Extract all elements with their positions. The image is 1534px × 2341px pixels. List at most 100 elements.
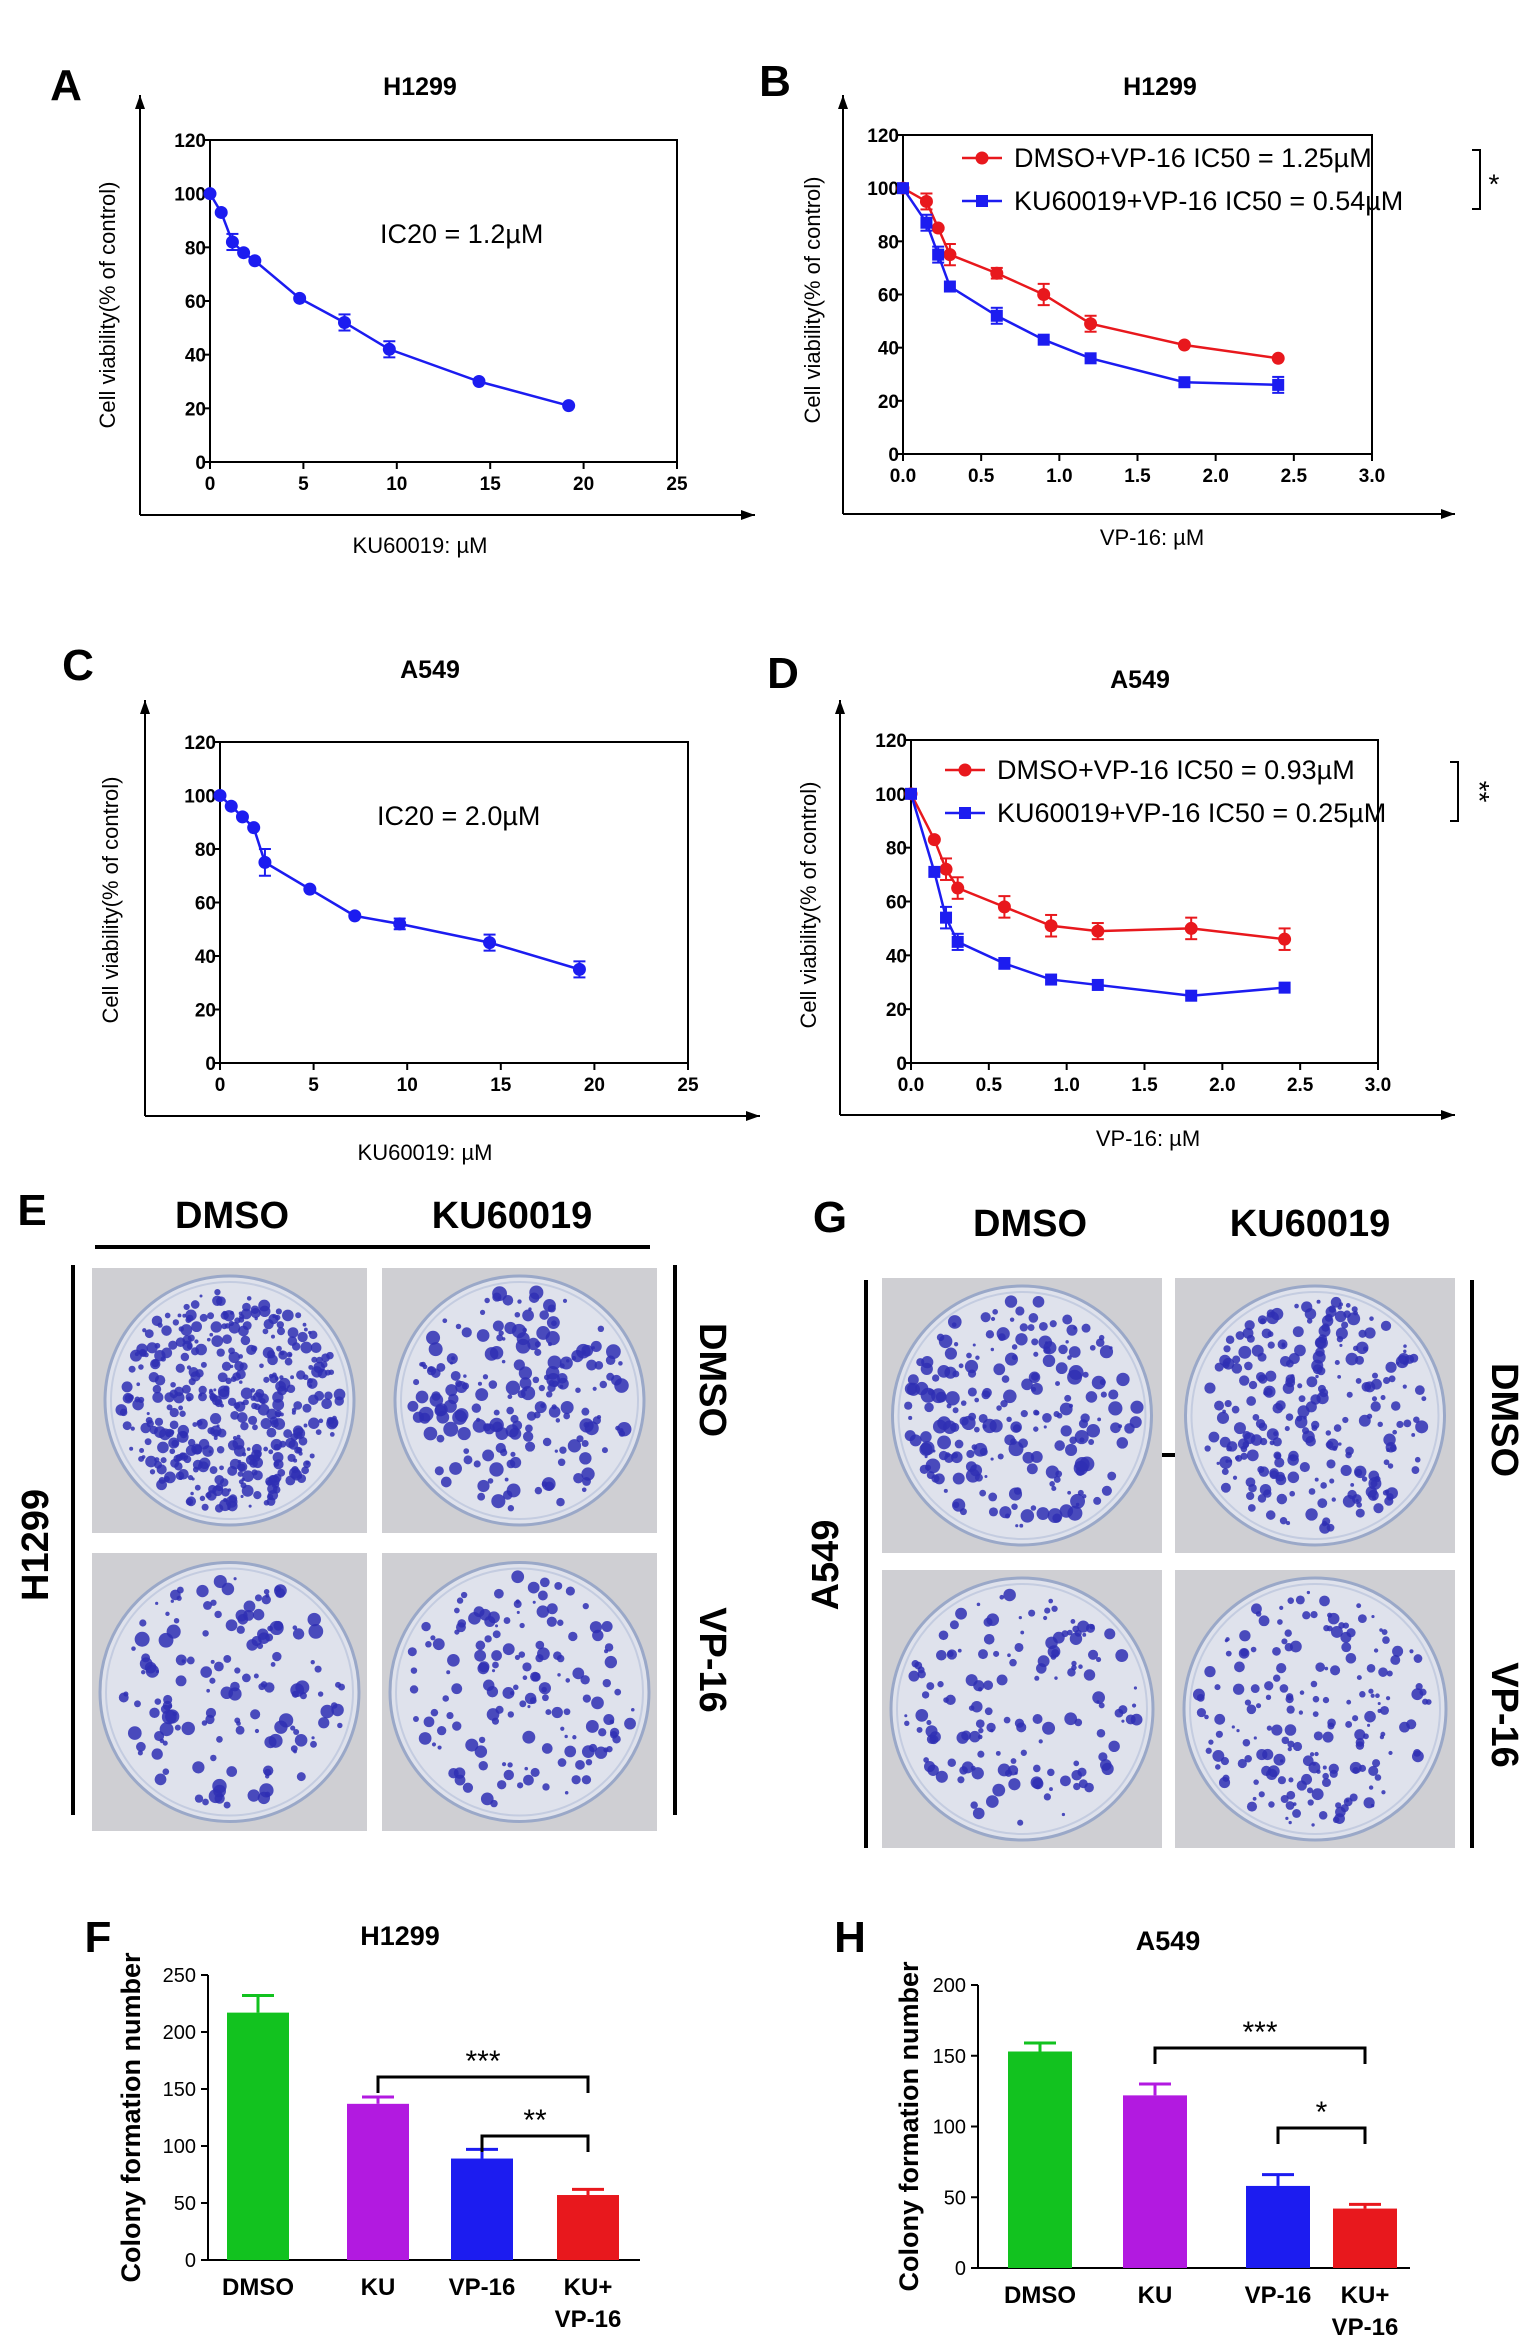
colony — [548, 1405, 561, 1418]
colony — [1267, 1341, 1275, 1349]
y-tick-label: 0 — [955, 2258, 966, 2280]
colony — [559, 1356, 573, 1370]
colony — [1311, 1788, 1324, 1801]
y-tick-label: 50 — [944, 2187, 966, 2209]
colony — [604, 1649, 609, 1654]
significance-label: * — [1316, 2096, 1328, 2129]
colony — [1021, 1378, 1033, 1391]
colony — [1030, 1505, 1037, 1511]
colony — [1028, 1371, 1041, 1384]
colony — [522, 1675, 528, 1681]
colony — [246, 1447, 251, 1452]
colony — [518, 1651, 526, 1658]
colony — [1356, 1603, 1362, 1609]
colony — [1034, 1675, 1040, 1681]
colony — [1015, 1306, 1025, 1316]
x-tick-label: 10 — [397, 1075, 418, 1096]
colony — [990, 1457, 994, 1461]
colony — [527, 1337, 540, 1351]
colony — [206, 1337, 211, 1342]
colony — [173, 1617, 180, 1624]
colony — [993, 1650, 1000, 1657]
colony — [1032, 1714, 1043, 1724]
x-tick-label: 1.0 — [1053, 1075, 1079, 1096]
colony — [1371, 1495, 1377, 1501]
colony — [221, 1488, 230, 1497]
panel-letter-F: F — [85, 1913, 112, 1962]
colony — [308, 1330, 318, 1340]
colony — [1215, 1730, 1223, 1738]
colony — [535, 1640, 545, 1650]
colony — [1341, 1321, 1349, 1329]
colony — [309, 1453, 315, 1459]
colony — [977, 1750, 985, 1758]
colony — [926, 1682, 935, 1691]
colony — [213, 1436, 218, 1440]
colony — [1279, 1684, 1289, 1693]
colony — [473, 1606, 485, 1618]
colony — [159, 1722, 174, 1737]
colony — [199, 1495, 206, 1502]
colony — [564, 1734, 568, 1739]
colony — [270, 1334, 276, 1339]
colony — [270, 1419, 279, 1428]
colony — [1389, 1444, 1397, 1452]
colony — [1411, 1466, 1420, 1474]
colony — [936, 1333, 945, 1342]
colony — [1358, 1414, 1371, 1427]
colony — [956, 1731, 969, 1744]
colony — [186, 1656, 195, 1665]
colony — [1204, 1665, 1216, 1678]
colony — [1251, 1344, 1264, 1357]
colony — [1019, 1323, 1028, 1332]
colony — [152, 1391, 164, 1403]
colony — [276, 1321, 284, 1329]
colony — [1082, 1632, 1087, 1637]
colony — [221, 1361, 232, 1371]
colony — [286, 1351, 293, 1358]
colony — [554, 1581, 563, 1590]
colony — [203, 1601, 212, 1610]
x-tick-label: 2.0 — [1202, 466, 1228, 487]
colony — [1053, 1476, 1061, 1483]
colony — [1364, 1710, 1376, 1723]
colony — [495, 1624, 499, 1628]
colony — [230, 1410, 240, 1420]
x-tick-label: 15 — [480, 474, 502, 495]
y-tick-label: 200 — [933, 1975, 966, 1997]
colony — [220, 1311, 229, 1320]
colony — [214, 1288, 221, 1296]
colony — [236, 1412, 248, 1423]
legend-marker — [959, 807, 971, 819]
colony — [150, 1358, 161, 1370]
colony — [1328, 1305, 1336, 1313]
colony — [263, 1376, 270, 1383]
colony — [200, 1666, 212, 1678]
colony — [1385, 1696, 1391, 1701]
colony — [1074, 1629, 1082, 1637]
significance-label: *** — [1242, 2016, 1277, 2049]
data-point — [990, 266, 1004, 280]
y-arrow-head — [140, 700, 150, 714]
colony — [190, 1300, 200, 1309]
colony — [1225, 1650, 1232, 1657]
colony — [556, 1497, 565, 1507]
bar-chart-H: A549 0 50 100 150 200 Colony formation number D… — [894, 1926, 1410, 2341]
series-blue: KU60019+VP-16 IC50 = 0.25µM — [905, 787, 1386, 1002]
data-point — [951, 935, 964, 948]
dish-rim — [897, 1291, 1147, 1540]
colony — [1369, 1316, 1374, 1321]
colony — [1070, 1493, 1086, 1509]
colony — [1403, 1419, 1412, 1428]
colony — [291, 1407, 297, 1413]
colony — [601, 1620, 613, 1633]
line-chart-C: A549 0 20 40 60 80 100 120 0 5 10 15 20 25 KU60019: µM… — [98, 656, 760, 1165]
colony — [268, 1449, 274, 1455]
colony — [965, 1674, 978, 1687]
colony — [943, 1697, 949, 1703]
colony — [1355, 1378, 1362, 1384]
colony — [1388, 1750, 1393, 1756]
line-chart-B: H1299 0 20 40 60 80 100 120 0.0 0.5 1.0 1.5 2.0 2.5 3.… — [800, 73, 1500, 550]
colony — [1309, 1752, 1315, 1757]
colony — [494, 1588, 504, 1599]
